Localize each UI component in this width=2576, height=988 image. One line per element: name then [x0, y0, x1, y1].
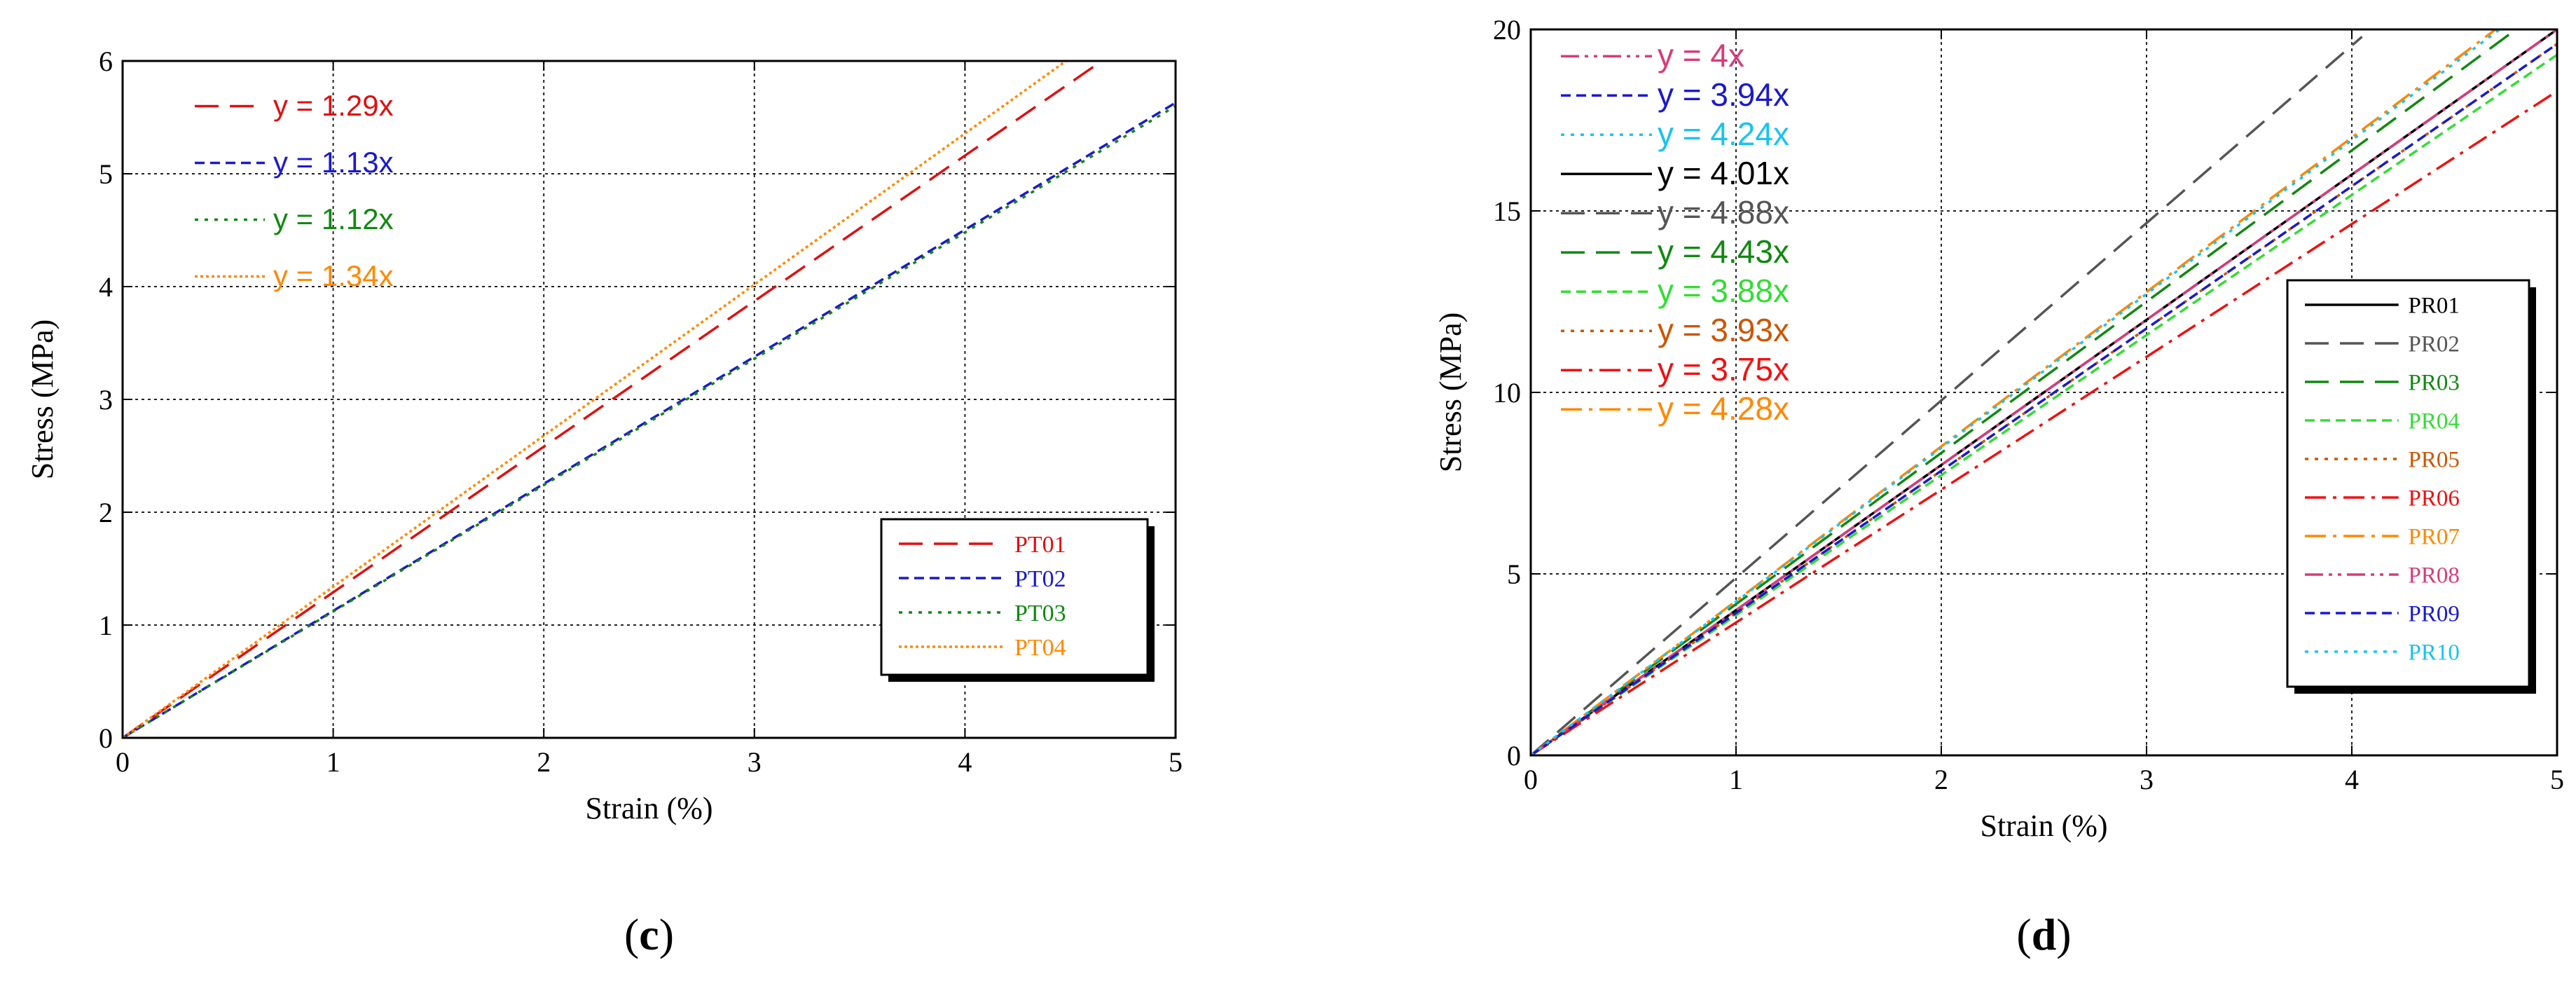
series-line-pt03 [123, 104, 1176, 738]
series-line-pr02 [1531, 36, 2363, 755]
legend-entry: PR10 [2409, 640, 2460, 666]
x-tick-label: 2 [537, 746, 551, 778]
fit-equation-label: y = 4.28x [1658, 390, 1789, 427]
y-tick-label: 6 [99, 46, 113, 77]
legend-entry: PR04 [2409, 409, 2460, 434]
legend-box [2286, 279, 2530, 688]
series-line-pr06 [1531, 90, 2557, 755]
fit-equation-label: y = 4x [1658, 37, 1744, 74]
plot-frame [121, 60, 1177, 739]
series-line-pr03 [1531, 29, 2517, 755]
legend-entry: PT03 [1014, 601, 1066, 626]
panel-label-letter: c [639, 910, 659, 959]
y-tick-label: 1 [99, 610, 113, 641]
y-tick-label: 15 [1493, 195, 1521, 227]
panel-label-open: ( [2016, 910, 2031, 959]
y-tick-label: 10 [1493, 377, 1521, 409]
y-tick-label: 2 [99, 497, 113, 528]
x-axis-label: Strain (%) [1980, 809, 2107, 843]
x-tick-label: 5 [1169, 746, 1183, 778]
y-tick-label: 5 [1507, 558, 1521, 590]
series-line-pr01 [1531, 29, 2557, 755]
fit-equation-label: y = 1.13x [273, 146, 394, 179]
y-tick-label: 5 [99, 158, 113, 190]
x-tick-label: 4 [958, 746, 972, 778]
legend-entry: PT04 [1014, 635, 1066, 661]
y-tick-label: 20 [1493, 14, 1521, 46]
fit-equation-label: y = 4.88x [1658, 194, 1789, 231]
fit-equation-label: y = 4.24x [1658, 116, 1789, 152]
panel-label: (d) [2016, 910, 2071, 959]
series-group [123, 61, 1176, 738]
panel-label-close: ) [659, 910, 674, 959]
fit-equation-label: y = 3.93x [1658, 312, 1789, 348]
legend: PR01 PR02 PR03 PR04 PR05 PR06 PR07 PR08 PR09 PR10 [2286, 279, 2536, 694]
series-line-pr04 [1531, 53, 2557, 755]
legend-entry: PR01 [2409, 294, 2460, 319]
panel-label: (c) [624, 910, 674, 959]
series-line-pr09 [1531, 43, 2557, 755]
x-tick-label: 2 [1934, 764, 1948, 795]
legend-entry: PT01 [1014, 532, 1066, 558]
panel-label-close: ) [2056, 910, 2071, 959]
x-tick-label: 0 [116, 746, 130, 778]
legend-entry: PR05 [2409, 448, 2460, 473]
series-line-pt01 [123, 61, 1103, 738]
legend-entry: PR07 [2409, 525, 2460, 550]
legend-entry: PR06 [2409, 486, 2460, 512]
fit-equation-label: y = 3.75x [1658, 351, 1789, 387]
legend-box [880, 518, 1149, 676]
legend-entry: PR09 [2409, 602, 2460, 627]
x-tick-label: 1 [1729, 764, 1743, 795]
fit-equation-label: y = 1.12x [273, 203, 394, 235]
y-tick-label: 0 [1507, 740, 1521, 771]
y-axis-label: Stress (MPa) [25, 320, 60, 480]
x-tick-label: 4 [2345, 764, 2359, 795]
series-line-pt02 [123, 102, 1176, 738]
chart-d: 0 1 2 3 4 5 0 5 10 15 20 Strain (%) Stress (MPa) y = … [1433, 14, 2564, 959]
series-group [1531, 29, 2557, 755]
fit-equation-label: y = 3.94x [1658, 76, 1789, 113]
x-tick-label: 3 [748, 746, 762, 778]
y-tick-label: 4 [99, 271, 113, 303]
legend-entry: PR02 [2409, 332, 2460, 357]
fit-equation-label: y = 4.43x [1658, 233, 1789, 270]
legend-entry: PR03 [2409, 371, 2460, 396]
y-tick-label: 3 [99, 384, 113, 416]
y-axis-label: Stress (MPa) [1433, 313, 1468, 473]
x-tick-label: 5 [2550, 764, 2564, 795]
fit-equation-label: y = 3.88x [1658, 273, 1789, 309]
panel-label-letter: d [2032, 910, 2057, 959]
x-axis-label: Strain (%) [585, 791, 712, 825]
chart-c: 0 1 2 3 4 5 0 1 2 3 4 5 6 Strain (%) Stress (MPa) y = 1… [25, 46, 1183, 959]
fit-equation-label: y = 1.29x [273, 89, 394, 122]
x-tick-label: 0 [1524, 764, 1538, 795]
y-tick-label: 0 [99, 722, 113, 754]
x-tick-label: 3 [2140, 764, 2154, 795]
legend-entry: PR08 [2409, 563, 2460, 589]
panel-label-open: ( [624, 910, 639, 959]
fit-equation-label: y = 1.34x [273, 259, 394, 292]
fit-equation-label: y = 4.01x [1658, 155, 1789, 191]
plot-frame [1529, 28, 2558, 757]
legend: PT01 PT02 PT03 PT04 [880, 518, 1155, 682]
series-line-pr07 [1531, 29, 2497, 755]
legend-entry: PT02 [1014, 566, 1066, 592]
x-tick-label: 1 [326, 746, 340, 778]
